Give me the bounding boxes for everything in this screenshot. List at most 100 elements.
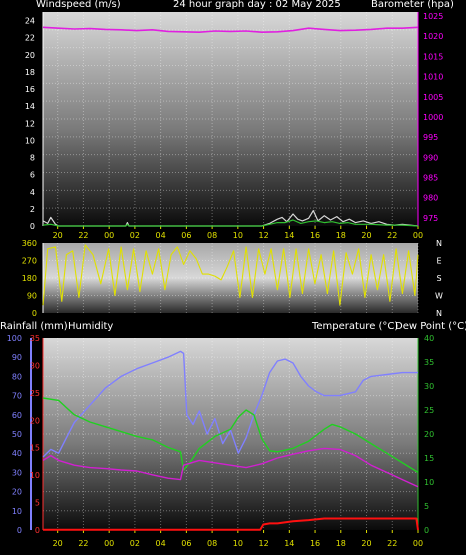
windspeed-tick-label: 18 bbox=[25, 68, 35, 77]
temperature-line bbox=[42, 397, 419, 473]
windspeed-tick-label: 14 bbox=[25, 102, 35, 111]
rain-tick-label: 0 bbox=[35, 526, 40, 535]
wind-barometer-x-tick-label: 00 bbox=[413, 231, 423, 240]
temperature-tick-label: 5 bbox=[424, 502, 429, 511]
barometer-tick-label: 1020 bbox=[423, 32, 443, 41]
rain-tick-label: 20 bbox=[30, 416, 40, 425]
data-series bbox=[42, 26, 419, 531]
rain-tick-label: 35 bbox=[30, 334, 40, 343]
temperature-tick-label: 30 bbox=[424, 382, 434, 391]
humidity-line bbox=[42, 350, 418, 458]
humidity-tick-label: 70 bbox=[12, 392, 22, 401]
humidity-tick-label: 80 bbox=[12, 372, 22, 381]
wind-barometer-x-tick-label: 22 bbox=[387, 231, 397, 240]
temp-humidity-x-tick-label: 22 bbox=[78, 539, 88, 548]
wind-barometer-x-tick-label: 16 bbox=[310, 231, 320, 240]
wind-barometer-x-tick-label: 20 bbox=[53, 231, 63, 240]
humidity-tick-label: 20 bbox=[12, 488, 22, 497]
wind-direction-compass-label: N bbox=[436, 309, 442, 318]
wind-direction-degree-label: 90 bbox=[27, 292, 37, 301]
temp-humidity-x-tick-label: 00 bbox=[104, 539, 114, 548]
wind-direction-degree-label: 270 bbox=[22, 257, 37, 266]
temp-humidity-x-tick-label: 04 bbox=[156, 539, 166, 548]
temp-humidity-x-tick-label: 14 bbox=[284, 539, 294, 548]
wind-barometer-x-tick-label: 02 bbox=[130, 231, 140, 240]
humidity-tick-label: 0 bbox=[17, 526, 22, 535]
rainfall-axis-title: Rainfall (mm) bbox=[0, 321, 68, 332]
temp-humidity-x-tick-label: 16 bbox=[310, 539, 320, 548]
wind-barometer-x-tick-label: 04 bbox=[156, 231, 166, 240]
barometer-tick-label: 985 bbox=[423, 174, 438, 183]
windspeed-tick-label: 2 bbox=[30, 205, 35, 214]
humidity-tick-label: 40 bbox=[12, 449, 22, 458]
temp-humidity-x-tick-label: 06 bbox=[181, 539, 191, 548]
rain-tick-label: 5 bbox=[35, 499, 40, 508]
windspeed-tick-label: 12 bbox=[25, 119, 35, 128]
wind-barometer-x-tick-label: 22 bbox=[78, 231, 88, 240]
wind-barometer-plot-area bbox=[43, 12, 418, 226]
barometer-tick-label: 1025 bbox=[423, 12, 443, 21]
temp-humidity-x-tick-label: 18 bbox=[336, 539, 346, 548]
temperature-tick-label: 0 bbox=[424, 526, 429, 535]
rainfall-line bbox=[43, 517, 419, 531]
wind-direction-degree-label: 0 bbox=[32, 309, 37, 318]
temperature-tick-label: 25 bbox=[424, 406, 434, 415]
temp-humidity-x-tick-label: 20 bbox=[53, 539, 63, 548]
temp-humidity-x-tick-label: 20 bbox=[361, 539, 371, 548]
rain-tick-label: 15 bbox=[30, 444, 40, 453]
rain-tick-label: 25 bbox=[30, 389, 40, 398]
temp-humidity-x-tick-label: 00 bbox=[413, 539, 423, 548]
temp-humidity-x-tick-label: 10 bbox=[233, 539, 243, 548]
axes bbox=[30, 12, 419, 533]
windspeed-tick-label: 20 bbox=[25, 51, 35, 60]
temp-humidity-x-tick-label: 12 bbox=[258, 539, 268, 548]
barometer-tick-label: 1000 bbox=[423, 113, 443, 122]
rain-tick-label: 30 bbox=[30, 361, 40, 370]
wind-barometer-x-tick-label: 06 bbox=[181, 231, 191, 240]
barometer-tick-label: 975 bbox=[423, 214, 438, 223]
windspeed-tick-label: 6 bbox=[30, 171, 35, 180]
humidity-tick-label: 100 bbox=[7, 334, 22, 343]
barometer-axis-title: Barometer (hpa) bbox=[371, 0, 454, 10]
graph-title: 24 hour graph day : 02 May 2025 bbox=[173, 0, 341, 10]
barometer-tick-label: 995 bbox=[423, 133, 438, 142]
dewpoint-axis-title: Dew Point (°C) bbox=[395, 321, 466, 332]
barometer-tick-label: 1015 bbox=[423, 52, 443, 61]
rain-tick-label: 10 bbox=[30, 471, 40, 480]
temp-humidity-x-tick-label: 02 bbox=[130, 539, 140, 548]
windspeed-tick-label: 24 bbox=[25, 17, 35, 26]
wind-direction-plot-area bbox=[43, 243, 418, 313]
wind-barometer-x-tick-label: 00 bbox=[104, 231, 114, 240]
temperature-tick-label: 10 bbox=[424, 478, 434, 487]
windspeed-tick-label: 16 bbox=[25, 85, 35, 94]
wind-direction-degree-label: 360 bbox=[22, 239, 37, 248]
temperature-axis-title: Temperature (°C) bbox=[312, 321, 399, 332]
barometer-tick-label: 990 bbox=[423, 153, 438, 162]
temperature-tick-label: 40 bbox=[424, 334, 434, 343]
windspeed-tick-label: 22 bbox=[25, 34, 35, 43]
wind-direction-line bbox=[42, 244, 419, 306]
wind-barometer-x-tick-label: 18 bbox=[336, 231, 346, 240]
humidity-axis-title: Humidity bbox=[68, 321, 114, 332]
windspeed-tick-label: 4 bbox=[30, 188, 35, 197]
temperature-tick-label: 35 bbox=[424, 358, 434, 367]
temp-humidity-x-tick-label: 08 bbox=[207, 539, 217, 548]
humidity-tick-label: 90 bbox=[12, 353, 22, 362]
tick-labels: 0246810121416182022249759809859909951000… bbox=[7, 12, 444, 548]
wind-barometer-x-tick-label: 20 bbox=[361, 231, 371, 240]
wind-barometer-x-tick-label: 10 bbox=[233, 231, 243, 240]
wind-barometer-x-tick-label: 14 bbox=[284, 231, 294, 240]
windspeed-axis-title: Windspeed (m/s) bbox=[36, 0, 121, 10]
wind-barometer-x-tick-label: 08 bbox=[207, 231, 217, 240]
temperature-tick-label: 15 bbox=[424, 454, 434, 463]
barometer-tick-label: 1005 bbox=[423, 93, 443, 102]
wind-direction-compass-label: N bbox=[436, 239, 442, 248]
wind-direction-compass-label: W bbox=[435, 292, 443, 301]
wind-direction-degree-label: 180 bbox=[22, 274, 37, 283]
windspeed-tick-label: 0 bbox=[30, 222, 35, 231]
humidity-tick-label: 30 bbox=[12, 468, 22, 477]
dewpoint-line bbox=[42, 447, 419, 488]
barometer-line bbox=[42, 26, 419, 33]
wind-gust-line bbox=[42, 219, 419, 227]
